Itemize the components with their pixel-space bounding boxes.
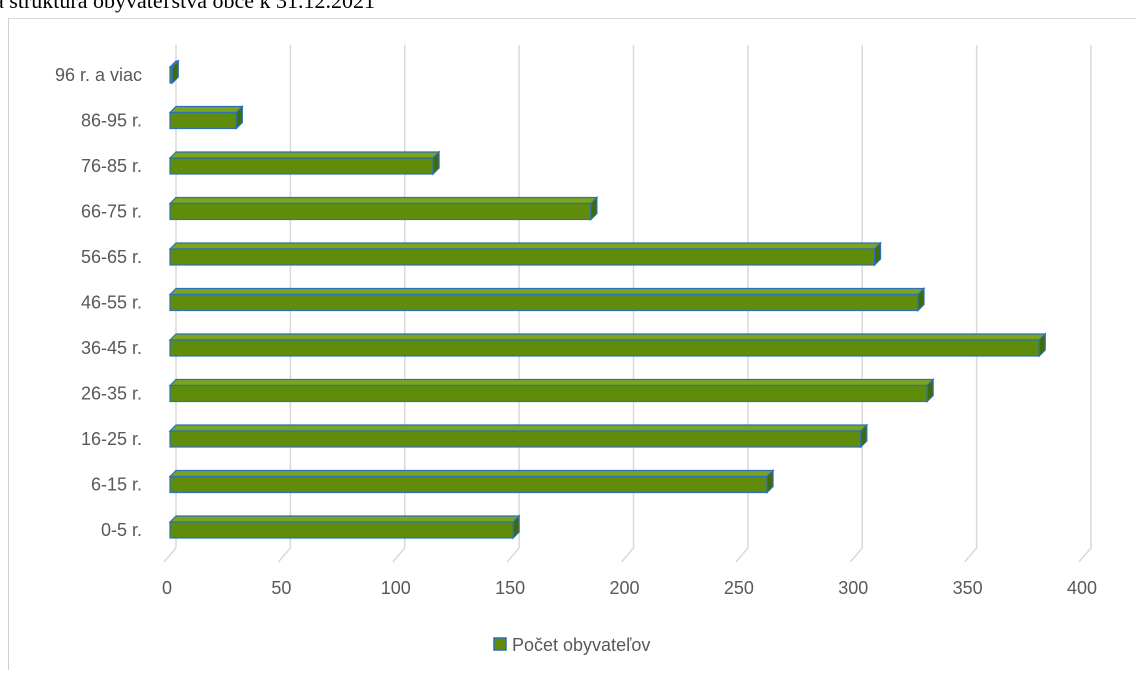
gridline-floor [849, 547, 863, 563]
page-title: á štruktúra obyvateľstva obce k 31.12.20… [0, 0, 376, 13]
bar-top [168, 287, 926, 296]
bar [168, 423, 869, 449]
bar-end [873, 241, 882, 267]
bar [168, 514, 521, 540]
bar-end [171, 59, 179, 85]
y-tick-label: 0-5 r. [101, 520, 142, 540]
bar-end [926, 378, 934, 403]
y-tick-label: 56-65 r. [81, 247, 142, 267]
y-tick-label: 6-15 r. [91, 475, 142, 495]
bars [168, 59, 1047, 540]
chart-frame [8, 18, 1136, 670]
x-tick-label: 150 [495, 578, 525, 598]
bar [168, 469, 775, 494]
bar-top [168, 469, 775, 478]
bar-front [169, 521, 514, 539]
x-tick-label: 300 [838, 578, 868, 598]
bar-top [168, 105, 244, 114]
bar-front [169, 293, 919, 312]
bar-front [169, 202, 592, 221]
y-tick-label: 26-35 r. [81, 384, 142, 404]
bar [168, 378, 935, 403]
bar-front [169, 430, 862, 448]
bar [168, 105, 244, 130]
bar [168, 59, 180, 85]
bar-end [432, 150, 440, 176]
bar-front [169, 248, 876, 266]
y-tick-label: 16-25 r. [81, 429, 142, 449]
bar-top [168, 151, 441, 159]
bar-top [168, 378, 935, 387]
bar [168, 332, 1047, 358]
x-tick-label: 100 [381, 578, 411, 598]
bar-front [169, 384, 928, 403]
gridline-floor [735, 547, 749, 563]
gridline-floor [277, 547, 291, 563]
legend-label: Počet obyvateľov [512, 635, 650, 655]
bar-end [766, 469, 774, 494]
bar [168, 241, 882, 267]
y-tick-label: 36-45 r. [81, 338, 142, 358]
x-tick-label: 350 [953, 578, 983, 598]
y-tick-label: 76-85 r. [81, 156, 142, 176]
legend: Počet obyvateľov [493, 635, 650, 655]
bar-front [169, 339, 1040, 357]
bar-end [235, 105, 243, 130]
x-tick-label: 0 [162, 578, 172, 598]
bar-end [917, 287, 925, 312]
bar-end [590, 196, 598, 221]
bar-top [168, 333, 1047, 341]
x-tick-label: 250 [724, 578, 754, 598]
x-tick-labels: 0 50 100 150 200 250 300 350 400 [162, 578, 1097, 598]
bar [168, 287, 926, 312]
gridline-floor [163, 547, 177, 563]
x-tick-label: 400 [1067, 578, 1097, 598]
y-tick-label: 66-75 r. [81, 202, 142, 222]
legend-swatch [493, 637, 507, 651]
bar-end [512, 514, 520, 540]
bar [168, 150, 441, 176]
gridline-floor [506, 547, 520, 563]
bar-top [168, 515, 521, 523]
x-tick-label: 200 [609, 578, 639, 598]
bar-end [1038, 332, 1046, 358]
bar-top [168, 424, 869, 432]
bar-end [860, 423, 868, 449]
y-tick-label: 96 r. a viac [55, 65, 142, 85]
bar-top [168, 242, 882, 250]
gridline-floor [392, 547, 406, 563]
bar [168, 196, 599, 221]
gridline-floor [620, 547, 635, 563]
y-tick-label: 86-95 r. [81, 111, 142, 131]
bar-front [169, 111, 237, 130]
bar-front [169, 157, 434, 175]
x-tick-label: 50 [271, 578, 291, 598]
bar-top [168, 196, 599, 205]
gridline-floor [1078, 547, 1092, 563]
gridline-floor [964, 547, 978, 563]
bar-front [169, 475, 768, 494]
y-tick-label: 46-55 r. [81, 293, 142, 313]
y-tick-labels: 0-5 r. 6-15 r. 16-25 r. 26-35 r. 36-45 r. 46-… [55, 65, 142, 540]
